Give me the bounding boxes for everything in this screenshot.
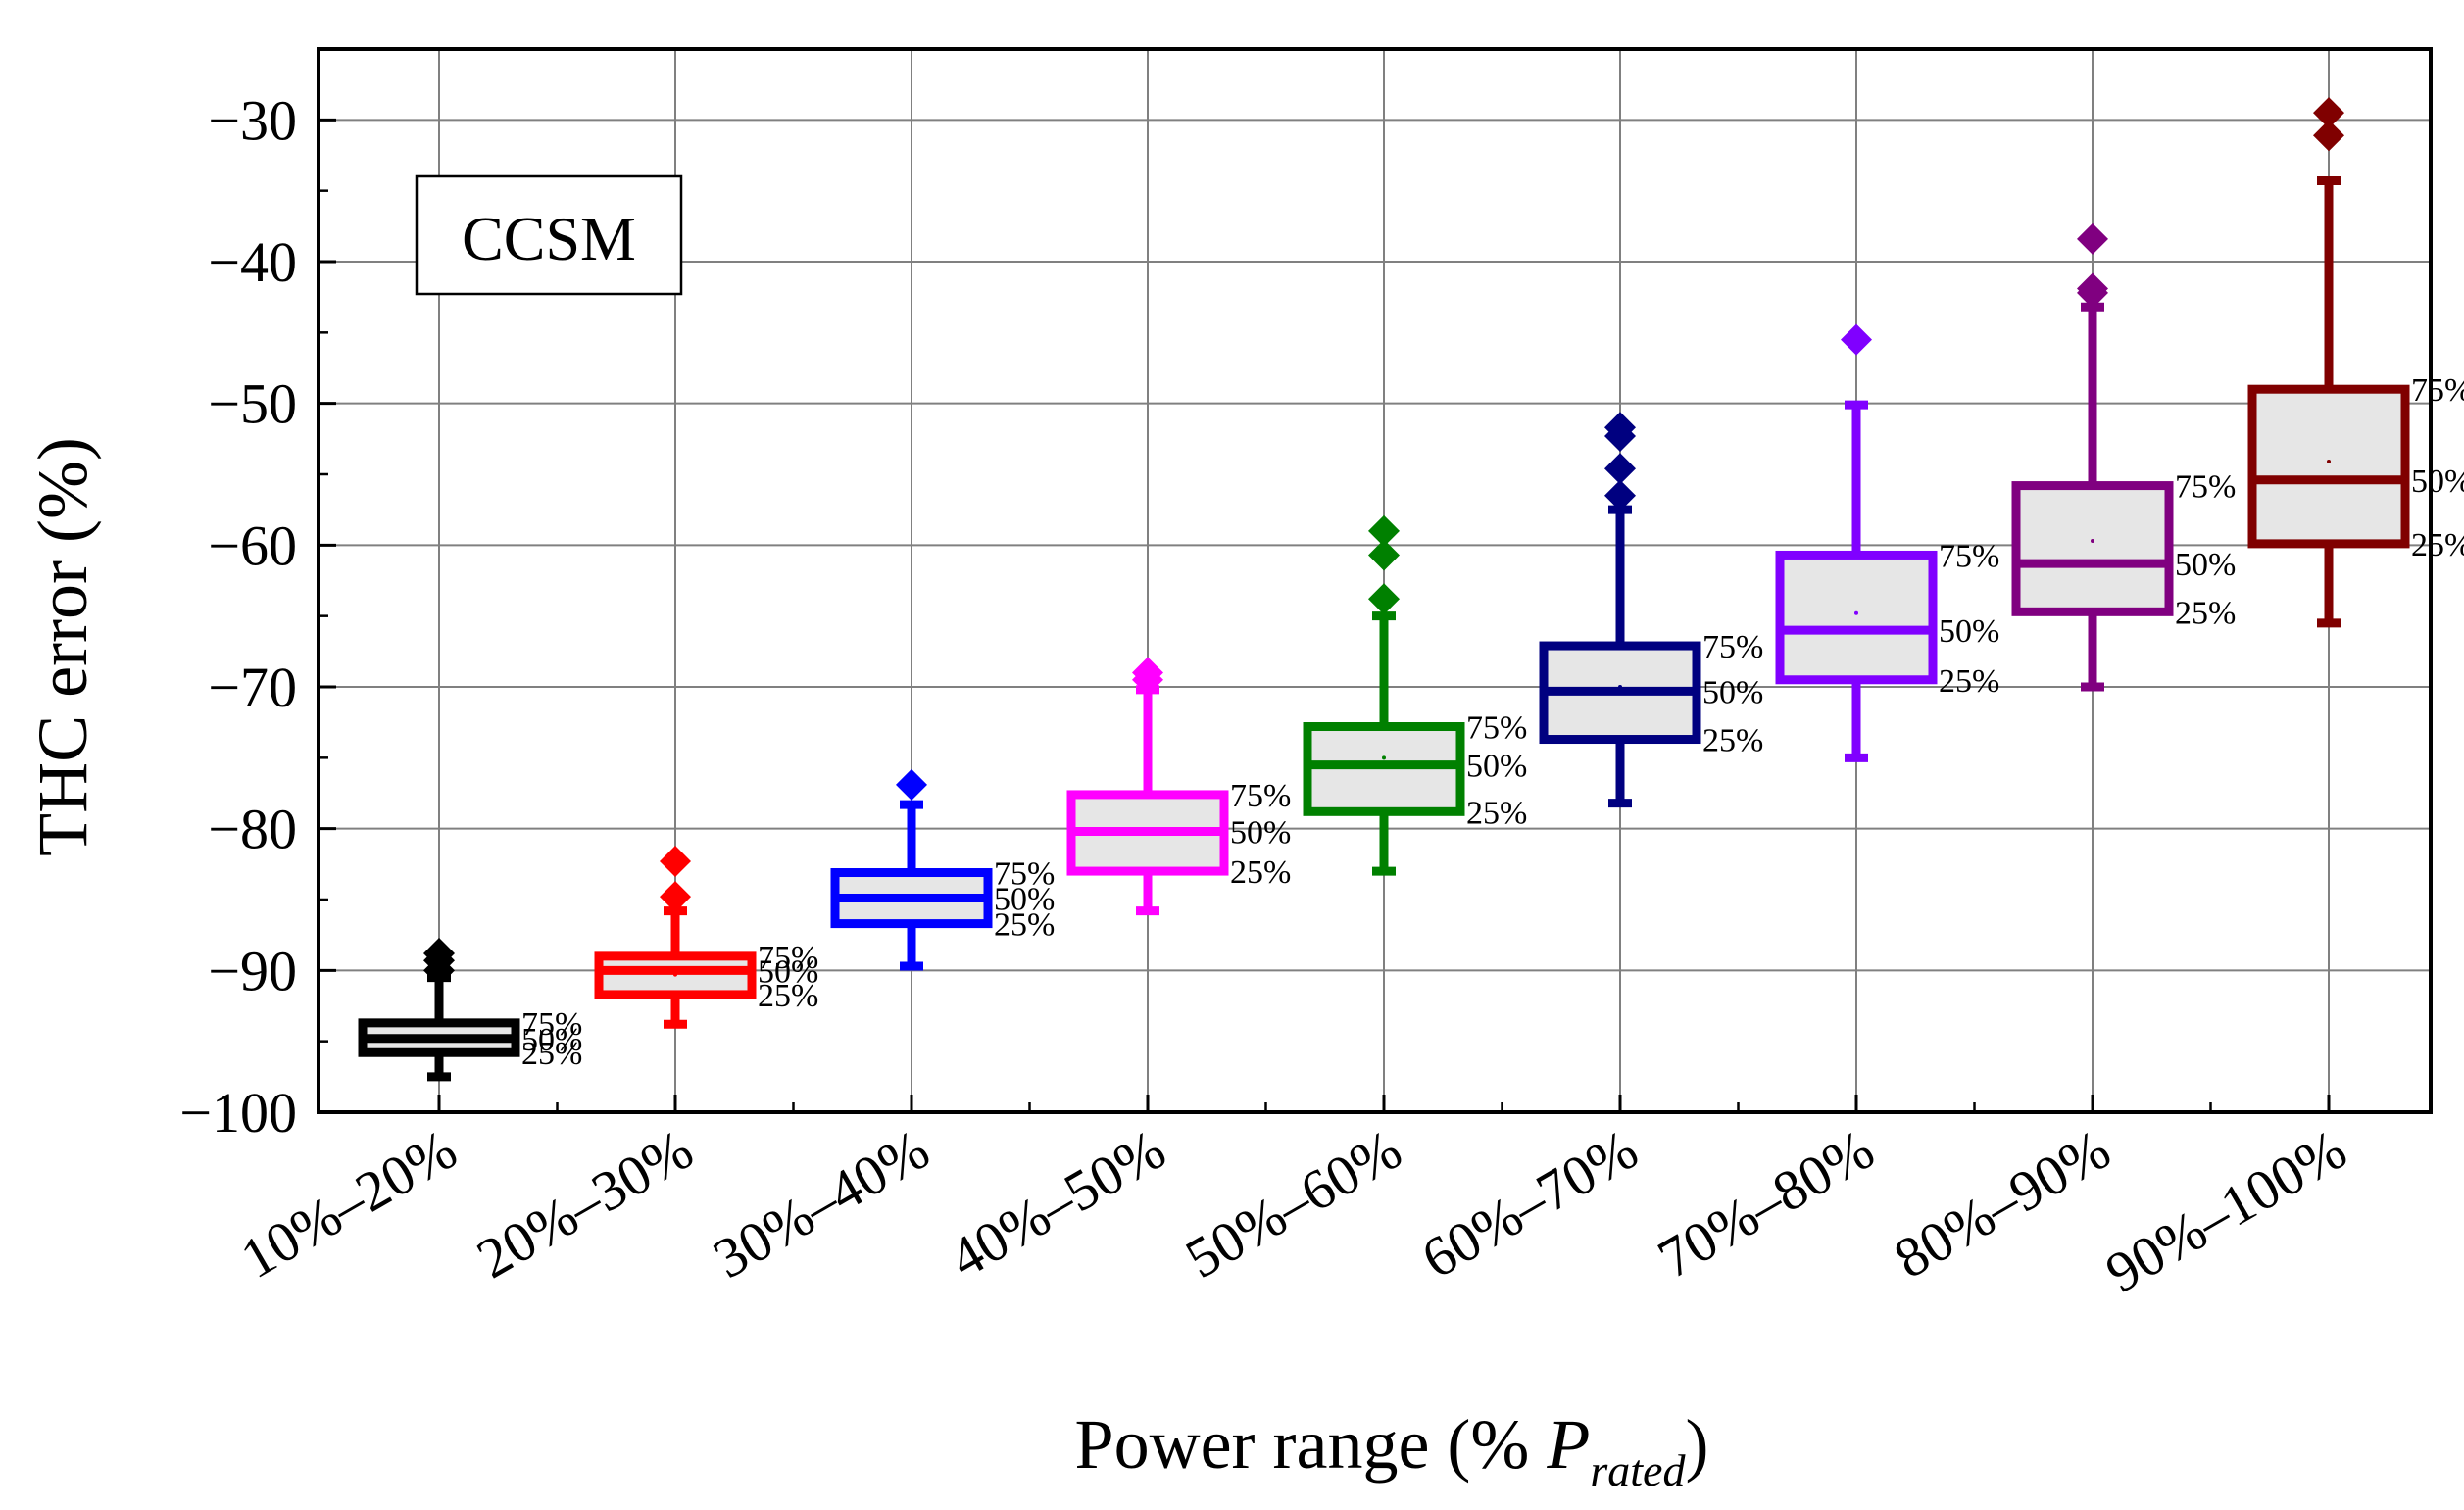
- mean-marker: [1618, 685, 1622, 689]
- x-tick-label: 50%–60%: [1175, 1117, 1412, 1291]
- y-tick-label: −50: [208, 372, 297, 436]
- outlier-marker: [660, 881, 691, 913]
- y-tick-label: −90: [208, 939, 297, 1002]
- quantile-label: 75%: [758, 940, 818, 976]
- x-tick-label: 80%–90%: [1884, 1117, 2121, 1291]
- mean-marker: [2091, 538, 2094, 543]
- box-group: 75%50% 25%: [1303, 514, 1527, 876]
- box-group: 75% 50% 25%: [1539, 412, 1763, 808]
- outlier-marker: [1841, 323, 1872, 356]
- mean-marker: [1146, 829, 1150, 834]
- outlier-marker: [1368, 583, 1400, 615]
- outlier-marker: [2077, 222, 2108, 255]
- mean-marker: [2327, 459, 2331, 463]
- mean-marker: [1854, 610, 1858, 615]
- outlier-marker: [896, 768, 927, 801]
- quantile-label: 50%: [2411, 463, 2464, 500]
- outlier-marker: [2077, 276, 2108, 309]
- quantile-label: 50%: [758, 953, 818, 990]
- box-iqr: [2011, 481, 2174, 616]
- quantile-label: 50%: [2175, 547, 2236, 583]
- y-tick-label: −60: [208, 513, 297, 577]
- quantile-label: 50%: [1466, 749, 1527, 785]
- mean-marker: [673, 972, 677, 977]
- y-tick-label: −40: [208, 230, 297, 294]
- outlier-marker: [1604, 453, 1636, 485]
- x-tick-label: 30%–40%: [703, 1117, 940, 1291]
- quantile-label: 50%: [1939, 613, 1999, 650]
- mean-marker: [437, 1036, 441, 1041]
- y-tick-label: −70: [208, 656, 297, 719]
- quantile-label: 50%: [994, 882, 1055, 918]
- outlier-marker: [1368, 514, 1400, 547]
- box-iqr: [2247, 384, 2410, 549]
- quantile-label: 75%: [1939, 538, 1999, 574]
- mean-marker: [910, 898, 913, 901]
- box-group: 75% 50% 25%: [1775, 323, 1999, 762]
- y-tick-label: −100: [179, 1081, 297, 1145]
- outlier-marker: [1368, 539, 1400, 571]
- quantile-label: 25%: [521, 1036, 582, 1072]
- box-iqr: [594, 951, 757, 999]
- quantile-label: 25%: [758, 978, 818, 1014]
- box-group: 75% 50% 25%: [2011, 222, 2236, 692]
- quantile-label: 50%: [521, 1022, 582, 1058]
- outlier-marker: [1604, 419, 1636, 452]
- quantile-label: 25%: [994, 907, 1055, 944]
- box-group: 75%50%25%: [594, 845, 818, 1029]
- box-group: 75%50%25%: [358, 937, 582, 1082]
- boxes: 75%50%25%75%50%25%75%50%25%75%50%25%75%5…: [358, 97, 2464, 1082]
- y-tick-label: −30: [208, 88, 297, 152]
- quantile-label: 25%: [1702, 723, 1763, 759]
- outlier-marker: [1604, 479, 1636, 511]
- outlier-marker: [2313, 120, 2344, 152]
- box-group: 75% 50% 25%: [2247, 97, 2464, 628]
- annotation-box: CCSM: [415, 174, 683, 296]
- mean-marker: [1382, 755, 1386, 760]
- box-iqr: [1775, 550, 1938, 685]
- x-axis-title-symbol: P: [1546, 1405, 1590, 1484]
- outlier-marker: [2313, 97, 2344, 129]
- y-axis: −100 −90 −80 −70 −60 −50 −40 −30: [179, 88, 336, 1145]
- quantile-label: 75%: [1230, 778, 1291, 814]
- quantile-label: 25%: [1466, 795, 1527, 831]
- quantile-label: 75%: [2411, 372, 2464, 409]
- quantile-label: 25%: [1230, 854, 1291, 891]
- x-axis-title: Power range (% Prated): [1075, 1405, 1709, 1495]
- quantile-label: 75%: [2175, 469, 2236, 506]
- quantile-label: 75%: [521, 1006, 582, 1043]
- quantile-label: 25%: [2175, 595, 2236, 631]
- annotation-frame: [415, 174, 683, 296]
- quantile-label: 25%: [2411, 527, 2464, 563]
- x-tick-label: 40%–50%: [939, 1117, 1176, 1291]
- x-tick-label: 90%–100%: [2095, 1117, 2357, 1305]
- quantile-label: 75%: [1466, 710, 1527, 747]
- box-group: 75%50%25%: [830, 768, 1055, 971]
- quantile-label: 75%: [1702, 629, 1763, 665]
- x-tick-label: 20%–30%: [467, 1117, 704, 1291]
- x-axis-title-close: ): [1685, 1405, 1708, 1484]
- quantile-label: 25%: [1939, 663, 1999, 700]
- y-tick-label: −80: [208, 798, 297, 861]
- x-axis: 10%–20% 20%–30% 30%–40% 40%–50% 50%–60% 60%–7…: [230, 1095, 2357, 1305]
- outlier-marker: [660, 845, 691, 877]
- outlier-marker: [423, 954, 455, 987]
- box-group: 75%50%25%: [1066, 657, 1291, 916]
- quantile-label: 75%: [994, 856, 1055, 893]
- annotation-text: CCSM: [462, 204, 636, 273]
- x-tick-label: 60%–70%: [1411, 1117, 1649, 1291]
- quantile-label: 50%: [1230, 815, 1291, 852]
- x-axis-title-main: Power range (%: [1075, 1405, 1548, 1484]
- x-tick-label: 70%–80%: [1648, 1117, 1885, 1291]
- plot-frame: [317, 47, 2433, 1114]
- outlier-marker: [1132, 663, 1163, 696]
- quantile-label: 50%: [1702, 674, 1763, 710]
- y-axis-title: THC error (%): [24, 437, 102, 856]
- x-axis-title-subscript: rated: [1590, 1445, 1686, 1495]
